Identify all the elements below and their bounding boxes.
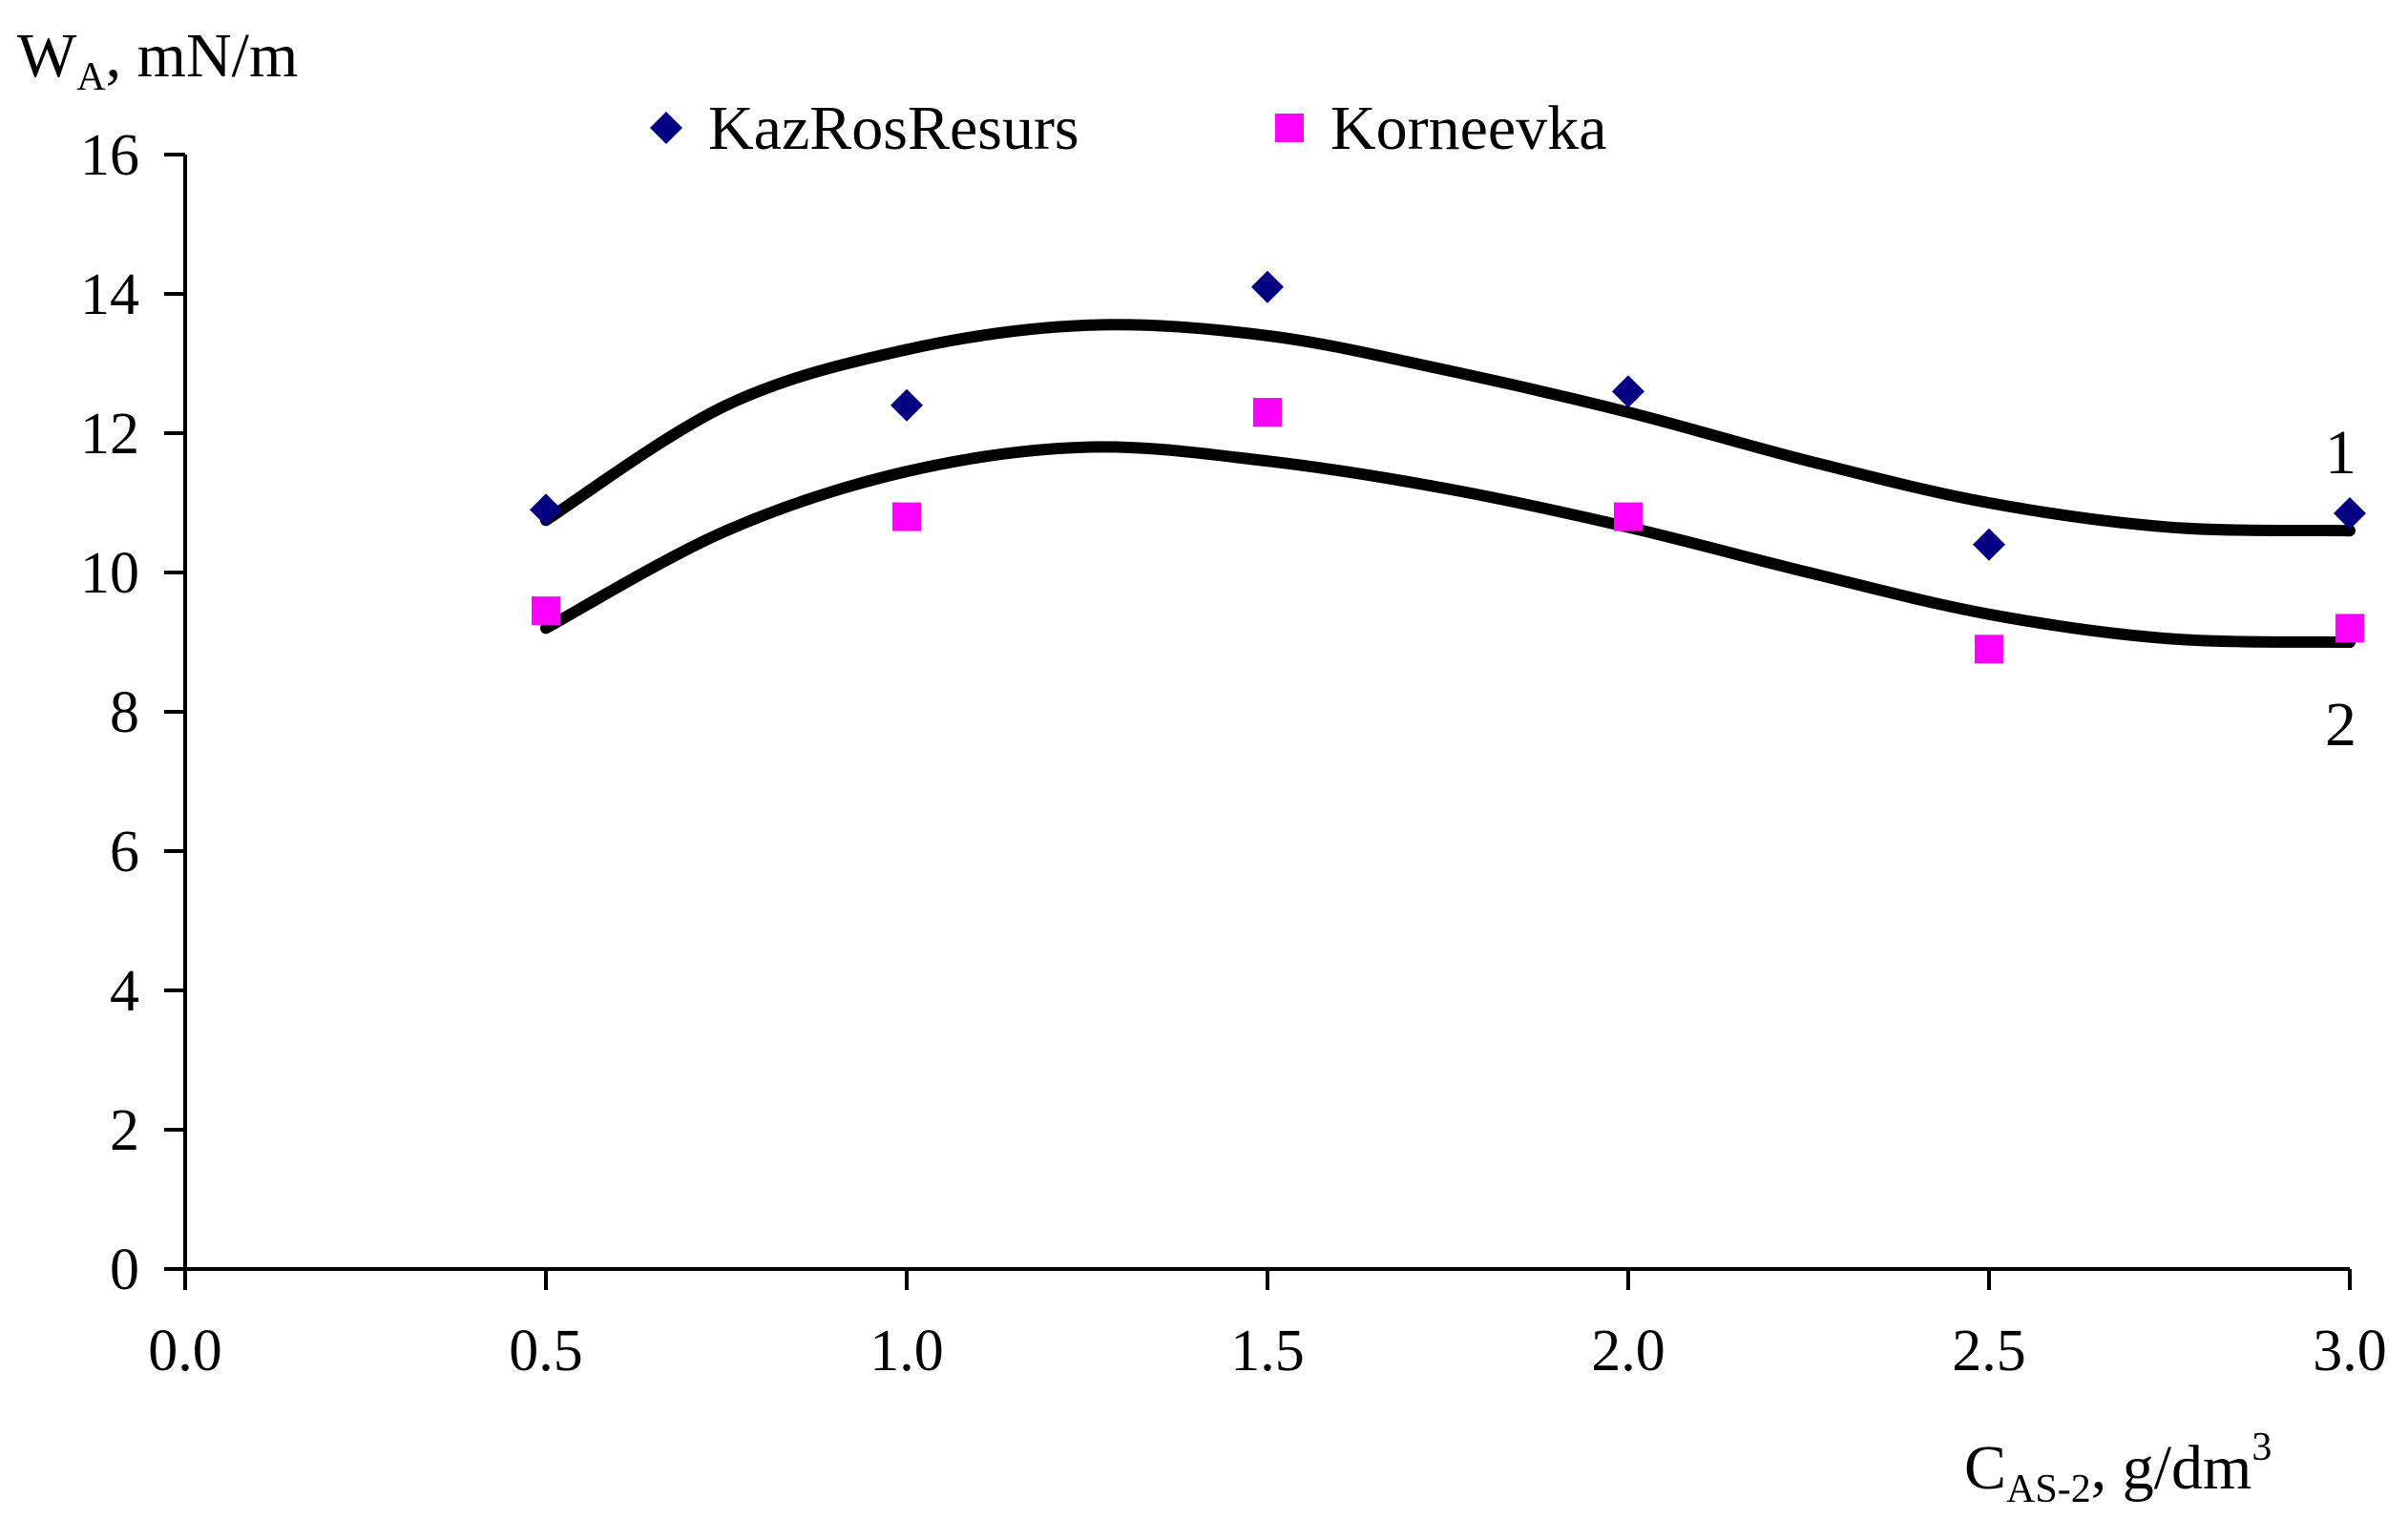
y-axis-label: WA, mN/m [17,21,298,99]
x-tick-label: 0.0 [148,1319,222,1384]
point-kazrosresurs [1973,528,2005,561]
y-tick-label: 14 [80,262,139,327]
point-kazrosresurs [1612,375,1644,408]
y-tick-label: 0 [110,1238,139,1302]
y-axis-label-main: W [17,21,77,91]
y-tick-label: 10 [80,541,139,606]
x-tick-label: 2.5 [1952,1319,2026,1384]
y-tick-label: 4 [110,959,139,1024]
trendline-label-2: 2 [2325,690,2356,760]
x-tick-label: 2.0 [1591,1319,1665,1384]
x-tick-label: 1.0 [869,1319,944,1384]
data-markers [530,270,2366,664]
y-axis-label-sub: A [76,55,106,99]
point-kazrosresurs [530,493,562,527]
point-korneevka [2335,614,2364,643]
y-tick-label: 6 [110,820,139,884]
point-korneevka [1614,502,1643,531]
point-kazrosresurs [1251,270,1284,303]
y-ticks: 0 2 4 6 8 10 12 14 16 [80,123,185,1302]
x-tick-label: 0.5 [509,1319,583,1384]
trendline-2 [540,441,2356,648]
point-korneevka [1253,398,1282,427]
legend-label-korneevka: Korneevka [1330,94,1607,163]
point-kazrosresurs [2334,496,2366,530]
legend-label-kazrosresurs: KazRosResurs [708,94,1079,163]
point-korneevka [1975,635,2003,664]
y-tick-label: 8 [110,680,139,745]
x-axis-label: CAS-2, g/dm3 [1964,1425,2272,1511]
trendline-1 [540,319,2356,537]
legend-marker-kazrosresurs [650,112,682,144]
x-axis-label-sub: AS-2 [2006,1467,2091,1511]
legend: KazRosResurs Korneevka [650,94,1607,163]
trendlines [540,319,2356,648]
x-axis-label-rest: , g/dm [2091,1433,2252,1503]
trendline-labels: 12 [2325,418,2356,760]
y-axis-label-rest: , mN/m [106,21,299,91]
x-tick-label: 3.0 [2313,1319,2387,1384]
y-tick-label: 2 [110,1098,139,1163]
y-tick-label: 16 [80,123,139,188]
x-axis-label-sup: 3 [2251,1425,2272,1469]
point-korneevka [532,596,560,626]
y-tick-label: 12 [80,402,139,467]
x-axis-label-main: C [1964,1433,2006,1503]
point-korneevka [892,502,921,531]
x-tick-label: 1.5 [1230,1319,1305,1384]
point-kazrosresurs [890,388,923,422]
trendline-label-1: 1 [2325,418,2356,488]
x-ticks: 0.0 0.5 1.0 1.5 2.0 2.5 3.0 [148,1269,2387,1384]
legend-marker-korneevka [1275,114,1304,142]
